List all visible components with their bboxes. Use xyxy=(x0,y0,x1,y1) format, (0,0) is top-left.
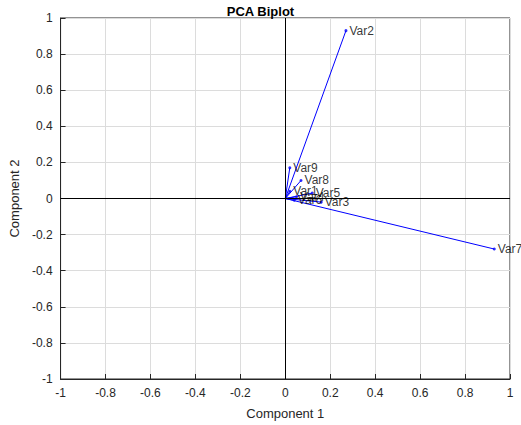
svg-text:0.6: 0.6 xyxy=(36,83,53,97)
svg-text:Var6: Var6 xyxy=(298,193,323,207)
svg-text:Component 2: Component 2 xyxy=(7,159,22,237)
svg-text:-0.6: -0.6 xyxy=(140,386,161,400)
svg-text:Var8: Var8 xyxy=(305,173,330,187)
svg-text:-0.4: -0.4 xyxy=(32,264,53,278)
svg-text:0.4: 0.4 xyxy=(36,119,53,133)
svg-text:-1: -1 xyxy=(42,372,53,386)
svg-text:1: 1 xyxy=(46,11,53,25)
svg-text:0.8: 0.8 xyxy=(457,386,474,400)
svg-text:0.8: 0.8 xyxy=(36,47,53,61)
svg-text:Var5: Var5 xyxy=(315,186,341,201)
svg-text:Var9: Var9 xyxy=(293,161,318,175)
svg-text:-0.6: -0.6 xyxy=(32,300,53,314)
svg-text:-0.8: -0.8 xyxy=(32,336,53,350)
svg-text:0.6: 0.6 xyxy=(412,386,429,400)
svg-text:-0.4: -0.4 xyxy=(185,386,206,400)
svg-text:1: 1 xyxy=(507,386,514,400)
svg-text:0: 0 xyxy=(46,192,53,206)
svg-text:0.2: 0.2 xyxy=(322,386,339,400)
svg-text:Var2: Var2 xyxy=(349,24,374,38)
svg-text:Component 1: Component 1 xyxy=(246,406,324,421)
svg-text:-0.8: -0.8 xyxy=(95,386,116,400)
svg-text:0: 0 xyxy=(282,386,289,400)
svg-text:0.2: 0.2 xyxy=(36,155,53,169)
svg-text:-0.2: -0.2 xyxy=(32,228,53,242)
svg-text:Var3: Var3 xyxy=(324,195,350,210)
svg-text:PCA Biplot: PCA Biplot xyxy=(227,4,295,19)
svg-text:-1: -1 xyxy=(55,386,66,400)
svg-text:Var7: Var7 xyxy=(498,242,521,256)
svg-text:0.4: 0.4 xyxy=(367,386,384,400)
svg-text:-0.2: -0.2 xyxy=(230,386,251,400)
